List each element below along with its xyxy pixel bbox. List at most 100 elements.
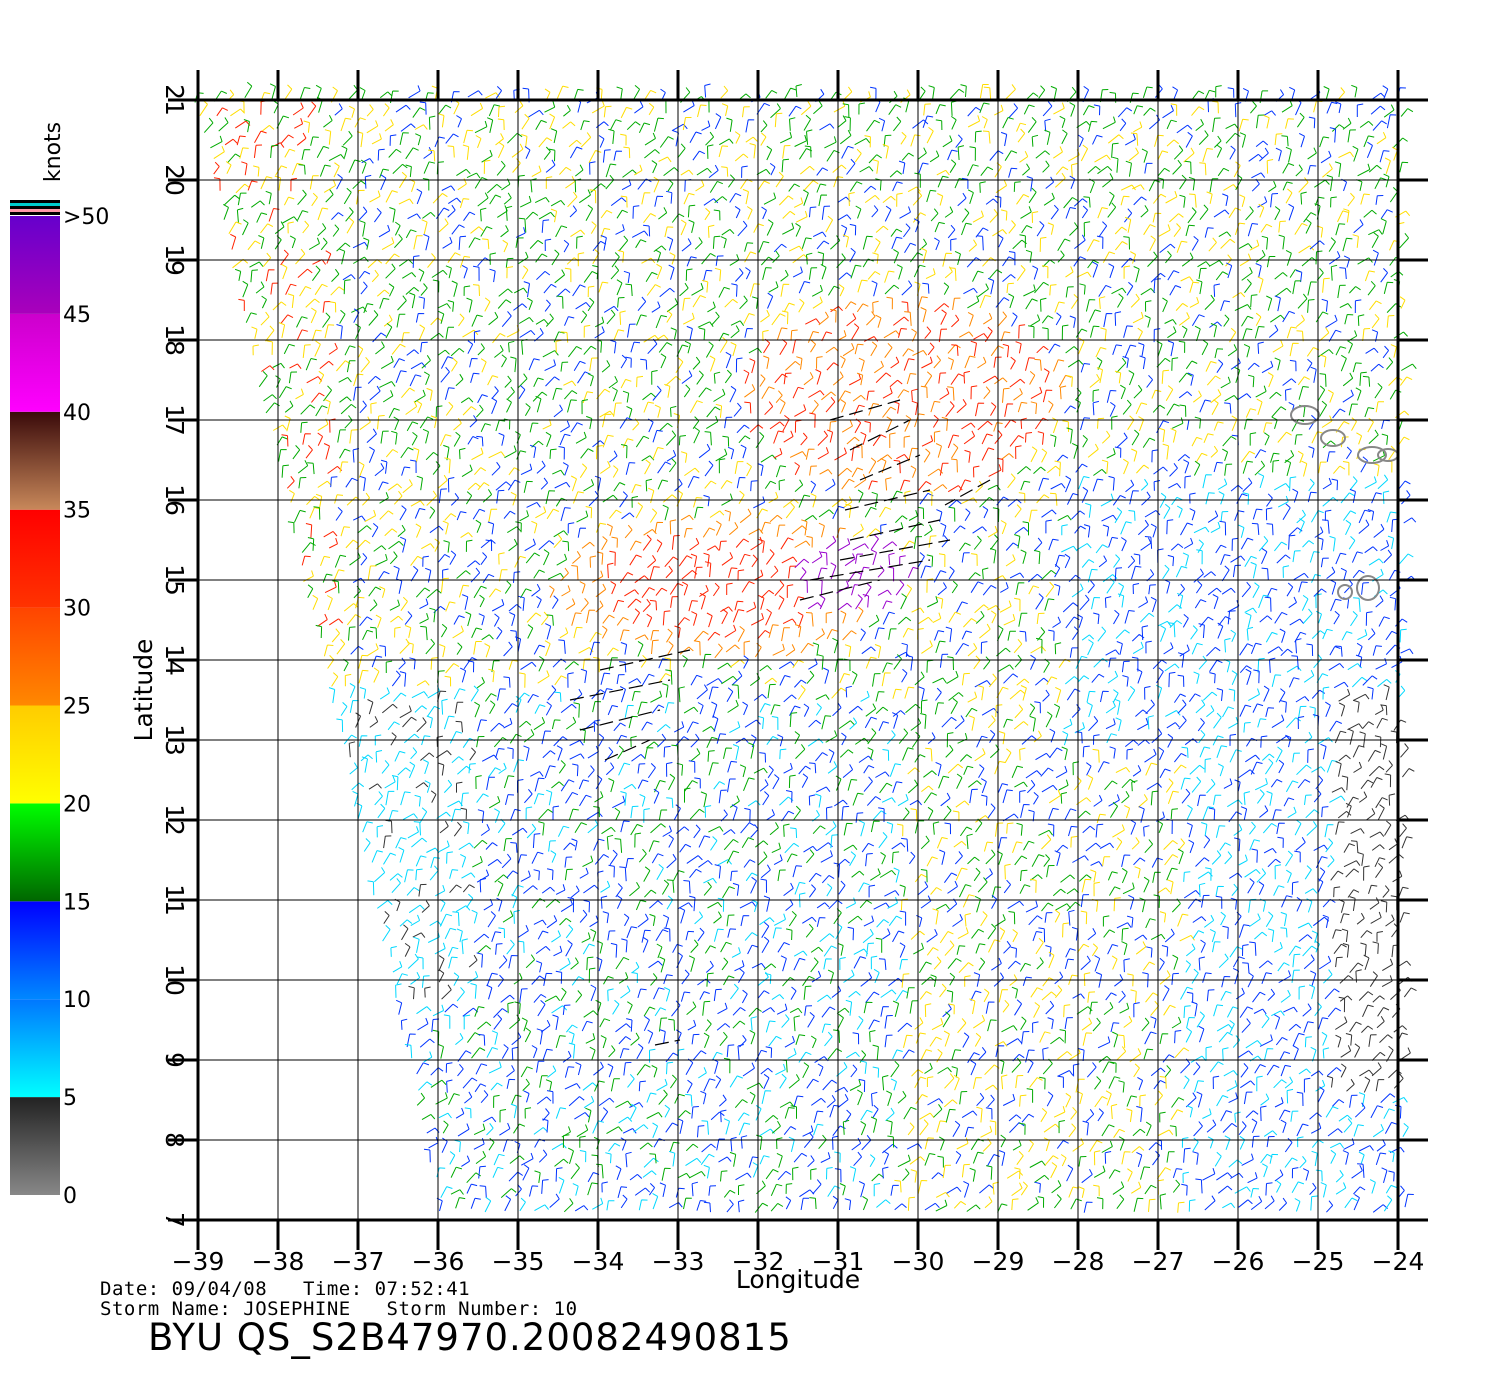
wind-barb (999, 927, 1006, 940)
wind-barb (1000, 209, 1008, 221)
wind-barb (750, 536, 763, 551)
wind-barb (860, 972, 873, 987)
wind-barb (519, 672, 526, 688)
wind-barb (1185, 360, 1198, 370)
wind-barb (1189, 492, 1196, 504)
wind-barb (1106, 390, 1117, 403)
wind-barb (723, 1057, 731, 1074)
wind-barb (852, 523, 864, 537)
wind-barb (826, 629, 838, 640)
wind-barb (802, 189, 809, 206)
wind-barb (1046, 676, 1058, 685)
wind-barb (1269, 657, 1276, 673)
wind-barb (575, 431, 587, 444)
wind-barb (358, 206, 368, 221)
wind-barb (765, 89, 778, 99)
wind-barb (589, 555, 597, 568)
wind-barb (798, 494, 811, 508)
wind-barb (1103, 313, 1113, 328)
wind-barb (449, 884, 462, 894)
wind-barb (947, 485, 963, 493)
wind-barb (619, 417, 633, 429)
wind-barb (438, 310, 445, 324)
wind-barb (500, 994, 515, 1003)
wind-barb (1168, 671, 1176, 688)
wind-barb (882, 387, 893, 399)
wind-barb (1295, 638, 1302, 654)
wind-barb (410, 565, 419, 582)
wind-barb (1105, 992, 1117, 1001)
wind-barb (884, 342, 893, 358)
wind-barb (1246, 626, 1254, 641)
wind-barb (1117, 293, 1124, 308)
wind-barb (766, 145, 773, 161)
wind-barb (840, 355, 846, 369)
wind-barb (952, 913, 963, 927)
wind-barb (817, 1063, 824, 1077)
wind-barb (978, 1047, 987, 1061)
wind-barb (1262, 822, 1278, 834)
wind-barb (623, 913, 630, 927)
wind-barb (1029, 715, 1036, 732)
wind-barb (339, 461, 349, 473)
wind-barb (1292, 488, 1299, 503)
wind-barb (957, 1018, 967, 1034)
wind-barb (376, 825, 384, 838)
wind-barb (369, 716, 379, 728)
wind-barb (580, 310, 588, 324)
wind-barb (237, 192, 247, 206)
wind-barb (1298, 1068, 1311, 1075)
wind-barb (1015, 1075, 1024, 1089)
wind-barb (611, 387, 618, 402)
wind-barb (247, 240, 261, 251)
wind-barb (1348, 536, 1356, 550)
wind-barb (1129, 1048, 1142, 1063)
wind-barb (596, 445, 603, 460)
wind-barb (478, 1033, 486, 1046)
wind-barb (739, 553, 751, 565)
wind-barb (533, 793, 545, 805)
wind-barb (1109, 401, 1116, 417)
wind-barb (1196, 279, 1203, 295)
wind-barb (777, 869, 786, 882)
wind-barb (1061, 524, 1068, 536)
wind-barb (590, 984, 597, 1002)
wind-barb (901, 280, 913, 296)
wind-barb (1117, 107, 1133, 118)
wind-barb (718, 1094, 727, 1107)
wind-barb (1082, 435, 1088, 448)
wind-barb (988, 673, 997, 688)
wind-barb (1046, 865, 1055, 878)
wind-barb (630, 823, 643, 836)
wind-barb (819, 594, 826, 610)
wind-barb (1307, 491, 1317, 503)
wind-barb (889, 379, 903, 388)
wind-barb (922, 115, 934, 128)
wind-barb (1353, 761, 1362, 773)
wind-barb (1203, 835, 1211, 849)
wind-barb (975, 480, 984, 493)
wind-barb (426, 847, 440, 854)
wind-barb (1125, 479, 1135, 493)
wind-barb (1157, 887, 1171, 894)
wind-barb (485, 842, 498, 850)
wind-barb (663, 167, 679, 176)
wind-barb (981, 433, 993, 445)
wind-barb (660, 353, 667, 369)
wind-barb (1240, 1080, 1256, 1089)
wind-barb (1346, 1078, 1355, 1092)
wind-barb (761, 921, 770, 938)
wind-barb (662, 494, 678, 503)
wind-barb (870, 341, 878, 357)
wind-barb (438, 969, 445, 983)
wind-barb (1371, 1062, 1382, 1077)
wind-barb (1323, 969, 1333, 984)
wind-barb (493, 1008, 508, 1018)
wind-barb (1091, 673, 1105, 683)
wind-barb (301, 555, 311, 566)
wind-barb (1374, 382, 1383, 399)
wind-barb (1153, 894, 1160, 908)
wind-barb (530, 178, 537, 193)
wind-barb (646, 1092, 657, 1103)
wind-barb (761, 386, 775, 400)
